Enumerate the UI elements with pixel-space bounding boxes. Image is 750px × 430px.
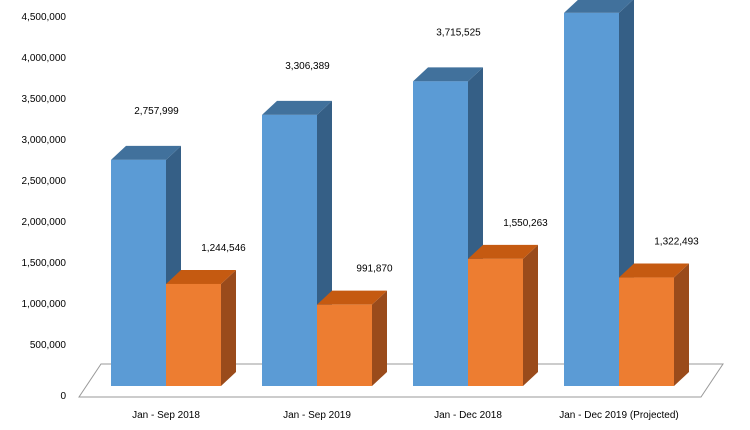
y-tick-label: 0 [60, 391, 66, 402]
y-tick-label: 4,500,000 [22, 12, 67, 23]
data-label: 1,244,546 [201, 243, 246, 254]
bar-front-face [111, 159, 166, 386]
y-tick-label: 3,500,000 [22, 94, 67, 105]
floor-plane [78, 363, 724, 398]
bar-top-face [111, 145, 181, 160]
bar [317, 290, 387, 386]
y-tick-label: 500,000 [30, 340, 67, 351]
bar-front-face [468, 258, 523, 386]
bar-front-face [317, 304, 372, 386]
y-tick-label: 4,000,000 [22, 53, 67, 64]
x-category-label: Jan - Dec 2019 (Projected) [559, 410, 679, 421]
y-tick-label: 3,000,000 [22, 135, 67, 146]
bar [166, 269, 236, 386]
x-category-label: Jan - Sep 2019 [283, 410, 351, 421]
x-axis: Jan - Sep 2018 Jan - Sep 2019 Jan - Dec 20… [132, 410, 679, 421]
bars [111, 0, 689, 387]
y-tick-label: 2,500,000 [22, 176, 67, 187]
data-label: 1,550,263 [503, 218, 548, 229]
data-label: 3,306,389 [285, 61, 330, 72]
data-label: 3,715,525 [436, 27, 481, 38]
bar [619, 263, 689, 386]
y-tick-label: 1,500,000 [22, 258, 67, 269]
data-label: 1,322,493 [654, 237, 699, 248]
bar-side-face [372, 290, 387, 386]
bar-side-face [221, 269, 236, 386]
x-category-label: Jan - Dec 2018 [434, 410, 502, 421]
y-axis: 0 500,000 1,000,000 1,500,000 2,000,000 2,500… [22, 12, 67, 402]
data-label: 2,757,999 [134, 106, 179, 117]
chart-floor [78, 363, 724, 398]
x-category-label: Jan - Sep 2018 [132, 410, 200, 421]
data-labels: 2,757,999 1,244,546 3,306,389 991,870 3,715,… [134, 27, 699, 274]
bar-side-face [674, 263, 689, 386]
bar-front-face [166, 283, 221, 386]
y-tick-label: 2,000,000 [22, 217, 67, 228]
bar-front-face [262, 114, 317, 386]
y-tick-label: 1,000,000 [22, 299, 67, 310]
bar-front-face [413, 81, 468, 386]
bar-top-face [262, 100, 332, 115]
bar [564, 0, 634, 387]
bar [262, 100, 332, 386]
bar-side-face [523, 244, 538, 386]
data-label: 991,870 [356, 264, 393, 275]
bar-front-face [619, 277, 674, 386]
bar-front-face [564, 12, 619, 387]
bar-top-face [468, 244, 538, 259]
bar-top-face [317, 290, 387, 305]
bar-top-face [413, 67, 483, 82]
bar [468, 244, 538, 386]
bar-top-face [619, 263, 689, 278]
bar-top-face [166, 269, 236, 284]
bar-top-face [564, 0, 633, 13]
